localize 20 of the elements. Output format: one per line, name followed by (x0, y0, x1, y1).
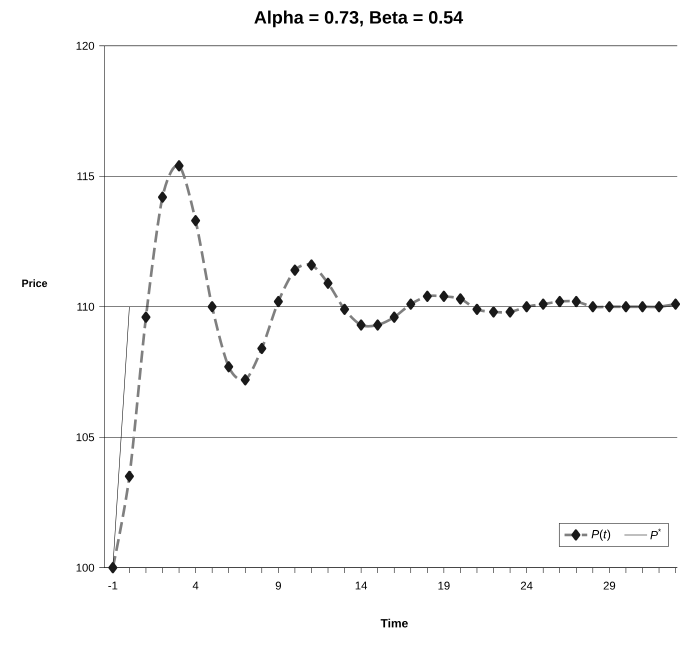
x-tick-label: 29 (604, 582, 616, 590)
legend-label: P(t) (592, 529, 610, 541)
x-tick-label: 14 (356, 582, 368, 590)
point (208, 301, 217, 312)
y-tick-label: 120 (76, 42, 94, 50)
y-tick-label: 100 (76, 564, 94, 572)
point (522, 301, 532, 312)
x-tick-label: 4 (192, 582, 198, 590)
chart-title: Alpha = 0.73, Beta = 0.54 (254, 10, 464, 28)
y-tick-label: 110 (77, 302, 94, 311)
x-axis-title: Time (380, 618, 408, 628)
x-tick-label: 9 (276, 582, 281, 590)
y-axis-title: Price (22, 279, 48, 287)
y-tick-label: 115 (77, 172, 94, 180)
x-tick-label: -1 (108, 582, 118, 590)
x-tick-label: 24 (520, 582, 533, 590)
x-tick-label: 19 (438, 582, 450, 590)
point (108, 562, 118, 574)
y-tick-label: 105 (76, 433, 94, 442)
legend-label: P$^{*}$ (650, 528, 661, 540)
